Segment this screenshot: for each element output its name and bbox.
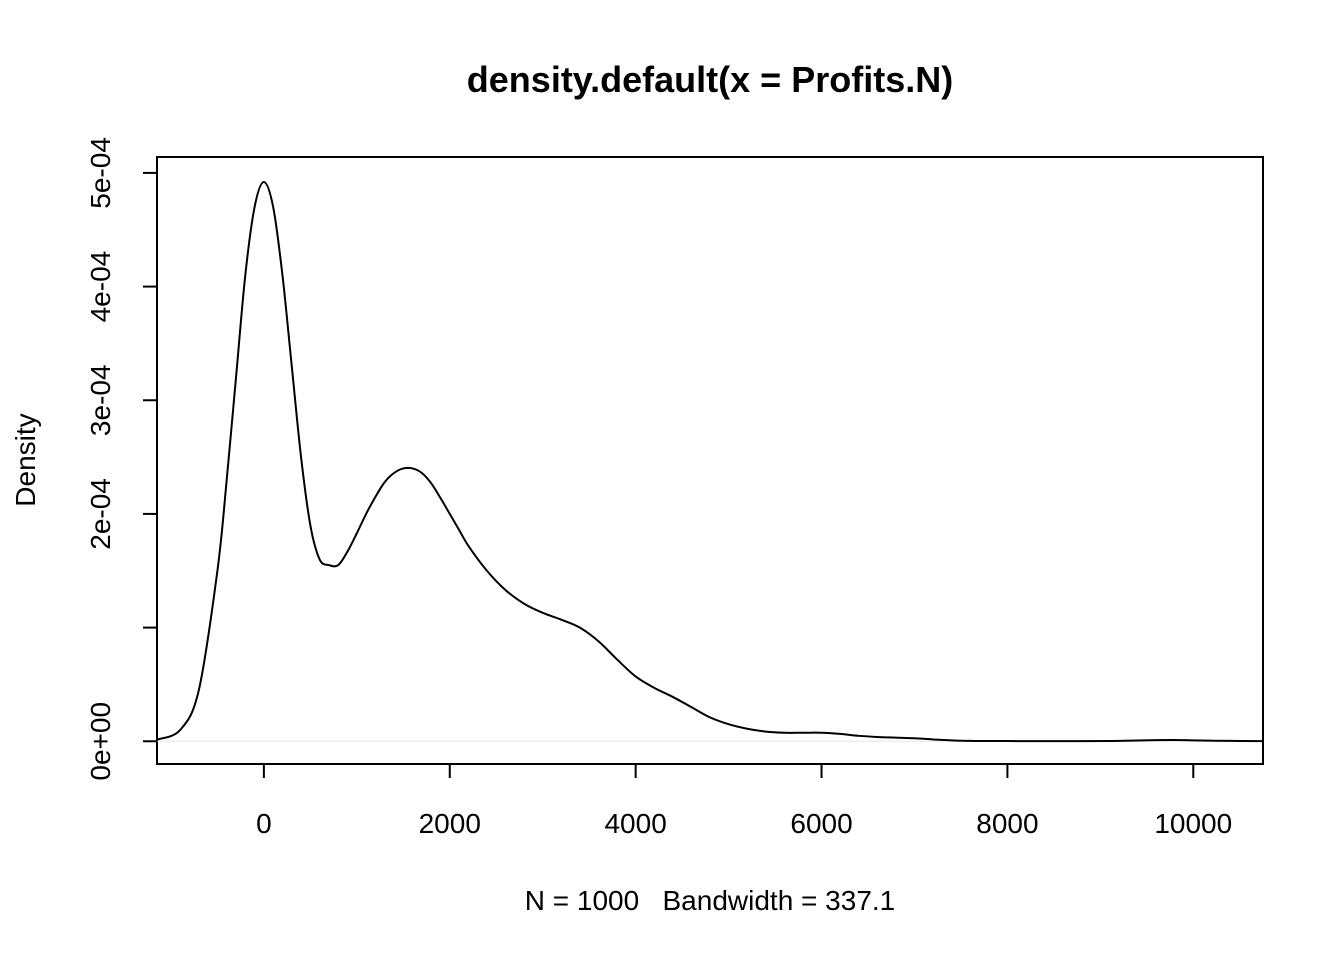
x-axis: 0 2000 4000 6000 8000 10000 [256,763,1232,839]
density-curve [156,181,1264,743]
y-tick-label: 3e-04 [85,364,116,436]
x-tick-label: 0 [256,808,272,839]
y-tick-label: 5e-04 [85,137,116,209]
y-tick-label: 2e-04 [85,478,116,550]
x-tick-label: 4000 [604,808,666,839]
y-axis: 0e+00 2e-04 3e-04 4e-04 5e-04 [85,137,158,781]
chart-title: density.default(x = Profits.N) [467,59,953,100]
y-tick-label: 4e-04 [85,251,116,323]
x-tick-label: 8000 [976,808,1038,839]
x-axis-label: N = 1000 Bandwidth = 337.1 [525,885,896,916]
y-axis-label: Density [10,413,41,506]
x-tick-label: 10000 [1154,808,1232,839]
x-tick-label: 2000 [419,808,481,839]
x-tick-label: 6000 [790,808,852,839]
plot-area-frame [156,156,1264,765]
y-tick-label: 0e+00 [85,702,116,781]
